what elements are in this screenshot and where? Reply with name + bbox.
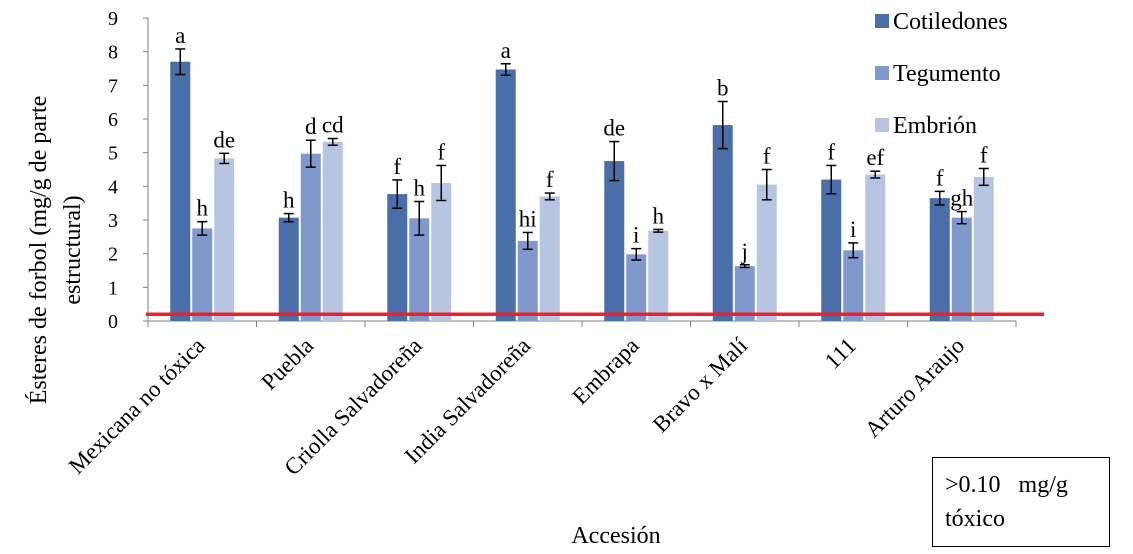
data-label: b <box>717 75 729 100</box>
legend-label: Cotiledones <box>893 9 1008 35</box>
y-axis-label-line-1: Ésteres de forbol (mg/g de parte <box>26 96 52 405</box>
data-label: f <box>827 139 835 164</box>
legend-label: Tegumento <box>893 61 1001 87</box>
bar <box>951 217 972 321</box>
bar <box>495 69 516 321</box>
data-label: d <box>305 114 317 139</box>
data-label: j <box>741 239 748 264</box>
x-category-label: Puebla <box>256 333 318 395</box>
data-label: f <box>546 167 554 192</box>
data-label: h <box>414 175 426 200</box>
legend-swatch <box>875 14 889 28</box>
y-tick-label: 8 <box>108 42 118 64</box>
data-label: f <box>763 144 771 169</box>
bar <box>756 184 777 321</box>
data-label: f <box>980 142 988 167</box>
bar <box>843 250 864 321</box>
legend-swatch <box>875 118 889 132</box>
data-label: cd <box>322 113 344 138</box>
data-label: de <box>603 116 625 141</box>
legend-swatch <box>875 66 889 80</box>
bar <box>648 230 669 321</box>
x-category-label: Arturo Araujo <box>860 333 969 442</box>
note-line-1: >0.10 mg/g <box>945 472 1068 498</box>
data-label: i <box>850 217 856 242</box>
data-label: h <box>653 203 665 228</box>
y-tick-label: 1 <box>108 277 118 299</box>
bar <box>322 141 343 321</box>
note-line-2: tóxico <box>945 506 1005 532</box>
y-tick-label: 2 <box>108 244 118 266</box>
y-axis-label-line-2: estructural) <box>60 195 86 304</box>
legend-label: Embrión <box>893 113 977 139</box>
bar <box>387 194 408 321</box>
data-label: gh <box>950 186 974 211</box>
x-category-label: 111 <box>820 333 861 374</box>
bar <box>929 198 950 321</box>
bar <box>214 158 235 321</box>
bar <box>626 254 647 321</box>
data-label: h <box>197 196 209 221</box>
x-category-label: Embrapa <box>567 333 643 409</box>
data-label: i <box>633 223 639 248</box>
legend: Cotiledones Tegumento Embrión <box>875 9 1008 139</box>
data-label: de <box>213 127 235 152</box>
y-tick-label: 4 <box>108 176 118 198</box>
data-label: f <box>936 165 944 190</box>
y-tick-label: 5 <box>108 143 118 165</box>
x-category-label: Mexicana no tóxica <box>64 333 210 479</box>
y-tick-label: 6 <box>108 109 118 131</box>
bars <box>170 61 994 322</box>
x-category-label: Bravo x Malí <box>648 332 753 437</box>
y-axis-ticks: 0 1 2 3 4 5 6 7 8 9 <box>108 8 148 333</box>
bar <box>278 217 299 321</box>
data-label: hi <box>519 206 537 231</box>
error-bars <box>175 48 989 269</box>
bar <box>865 174 886 321</box>
bar <box>517 240 538 321</box>
bar <box>712 125 733 321</box>
x-axis-label: Accesión <box>571 523 660 549</box>
y-tick-label: 0 <box>108 311 118 333</box>
data-label: f <box>393 154 401 179</box>
bar <box>973 176 994 321</box>
y-tick-label: 9 <box>108 8 118 30</box>
bar <box>734 266 755 321</box>
bar <box>431 182 452 321</box>
bar <box>539 196 560 321</box>
y-tick-label: 3 <box>108 210 118 232</box>
bar <box>192 228 213 321</box>
data-label: a <box>501 38 511 63</box>
toxicity-note-box: >0.10 mg/g tóxico <box>932 457 1110 547</box>
data-label: f <box>437 139 445 164</box>
bar <box>604 161 625 321</box>
bar <box>300 153 321 321</box>
bar <box>170 61 191 322</box>
data-label: ef <box>866 145 884 170</box>
axes <box>147 18 1017 327</box>
bar <box>409 218 430 321</box>
data-label: h <box>283 188 295 213</box>
data-label: a <box>175 23 185 48</box>
y-tick-label: 7 <box>108 75 118 97</box>
bar <box>821 179 842 321</box>
